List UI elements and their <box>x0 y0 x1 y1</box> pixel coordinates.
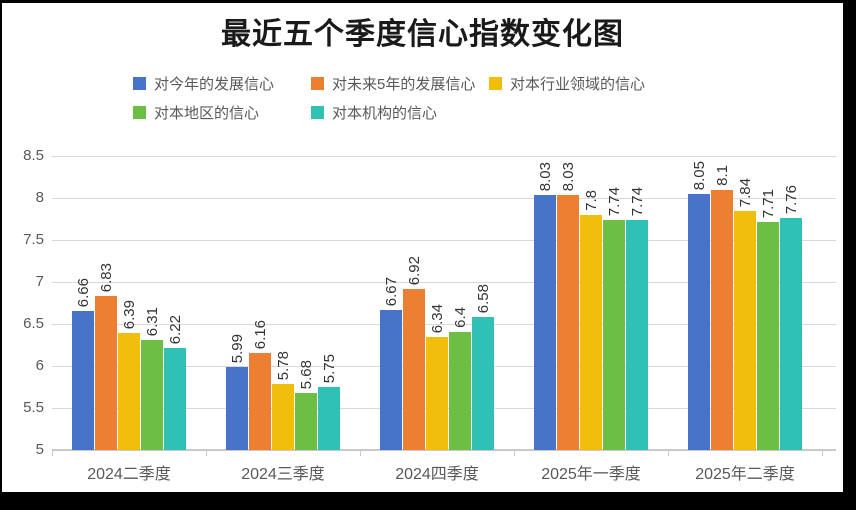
x-axis-category-label: 2024三季度 <box>241 466 325 483</box>
bar <box>688 194 710 450</box>
bar <box>626 220 648 450</box>
gridline <box>52 324 836 325</box>
bar-data-label: 6.83 <box>98 262 115 292</box>
bar <box>403 289 425 450</box>
x-axis-line <box>52 449 836 451</box>
bar-data-label: 6.31 <box>144 306 161 336</box>
legend-item-label: 对今年的发展信心 <box>154 75 275 93</box>
bar-data-label: 7.76 <box>783 184 800 214</box>
axis-tick <box>514 450 515 456</box>
legend-item[interactable]: 对本地区的信心 <box>133 102 259 122</box>
axis-tick <box>52 450 53 456</box>
y-axis-tick-label: 7.5 <box>23 231 44 248</box>
y-axis-tick-label: 8.5 <box>23 147 44 164</box>
bar-data-label: 6.67 <box>383 276 400 306</box>
bar-data-label: 6.39 <box>121 299 138 329</box>
bar <box>449 332 471 450</box>
legend-item[interactable]: 对今年的发展信心 <box>133 73 274 93</box>
bar <box>72 311 94 450</box>
bar <box>95 296 117 450</box>
gridline <box>52 156 836 157</box>
bar <box>603 220 625 450</box>
legend-swatch-icon <box>489 76 502 90</box>
bar-data-label: 7.8 <box>583 190 600 211</box>
bar-data-label: 7.71 <box>760 188 777 218</box>
gridline <box>52 282 836 283</box>
bar-data-label: 5.75 <box>321 353 338 383</box>
chart-title: 最近五个季度信心指数变化图 <box>221 17 624 52</box>
y-axis-tick-label: 5.5 <box>23 399 44 416</box>
bar-data-label: 6.92 <box>406 255 423 285</box>
plot-area: 5 5.5 6 6.5 7 7.5 8 8.5 6.66 6.83 6.39 6.31 6.22 2024… <box>2 3 843 492</box>
y-axis-tick-label: 6.5 <box>23 315 44 332</box>
bar-data-label: 5.68 <box>298 359 315 389</box>
bar <box>295 393 317 450</box>
bar <box>118 333 140 450</box>
bar-data-label: 6.22 <box>167 314 184 344</box>
bar-data-label: 6.58 <box>475 283 492 313</box>
axis-tick <box>668 450 669 456</box>
legend: 对今年的发展信心 对未来5年的发展信心 对本行业领域的信心对本地区的信心 对本机构的信… <box>133 73 733 135</box>
bar-data-label: 8.05 <box>691 160 708 190</box>
legend-swatch-icon <box>133 105 146 119</box>
bar-data-label: 8.1 <box>714 165 731 186</box>
bar <box>226 367 248 450</box>
bar <box>780 218 802 450</box>
bar-data-label: 6.16 <box>252 319 269 349</box>
legend-item[interactable]: 对未来5年的发展信心 <box>311 73 475 93</box>
bar <box>557 195 579 450</box>
legend-item[interactable]: 对本机构的信心 <box>311 102 437 122</box>
bar <box>757 222 779 450</box>
bar-data-label: 6.34 <box>429 303 446 333</box>
bar <box>734 211 756 450</box>
legend-swatch-icon <box>311 76 324 90</box>
bar <box>164 348 186 450</box>
legend-item-label: 对本地区的信心 <box>154 104 260 122</box>
bar <box>249 353 271 450</box>
legend-swatch-icon <box>311 105 324 119</box>
bar-data-label: 7.84 <box>737 177 754 207</box>
bar <box>380 310 402 450</box>
y-axis-tick-label: 5 <box>35 441 44 458</box>
x-axis-category-label: 2025年二季度 <box>695 466 795 483</box>
bar <box>426 337 448 450</box>
bar <box>711 190 733 450</box>
bar <box>472 317 494 450</box>
axis-tick <box>206 450 207 456</box>
legend-item-label: 对本机构的信心 <box>332 104 438 122</box>
bar <box>141 340 163 450</box>
bar-data-label: 8.03 <box>537 161 554 191</box>
chart-canvas: 最近五个季度信心指数变化图 对今年的发展信心 对未来5年的发展信心 对本行业领域的信… <box>2 3 843 492</box>
x-axis-category-label: 2024二季度 <box>87 466 171 483</box>
bar-data-label: 6.66 <box>75 277 92 307</box>
bar-data-label: 7.74 <box>606 186 623 216</box>
axis-tick <box>360 450 361 456</box>
legend-item[interactable]: 对本行业领域的信心 <box>489 73 645 93</box>
x-axis-category-label: 2025年一季度 <box>541 466 641 483</box>
legend-item-label: 对未来5年的发展信心 <box>332 75 476 93</box>
bar <box>534 195 556 450</box>
bar-data-label: 8.03 <box>560 161 577 191</box>
y-axis-tick-label: 6 <box>35 357 44 374</box>
x-axis-category-label: 2024四季度 <box>395 466 479 483</box>
gridline <box>52 198 836 199</box>
legend-item-label: 对本行业领域的信心 <box>510 75 646 93</box>
bar <box>318 387 340 450</box>
y-axis-tick-label: 7 <box>35 273 44 290</box>
bar <box>580 215 602 450</box>
bar-data-label: 7.74 <box>629 186 646 216</box>
y-axis-tick-label: 8 <box>35 189 44 206</box>
bar-data-label: 5.99 <box>229 333 246 363</box>
legend-swatch-icon <box>133 76 146 90</box>
bar <box>272 384 294 450</box>
axis-tick <box>822 450 823 456</box>
bar-data-label: 6.4 <box>452 307 469 328</box>
gridline <box>52 240 836 241</box>
bar-data-label: 5.78 <box>275 350 292 380</box>
